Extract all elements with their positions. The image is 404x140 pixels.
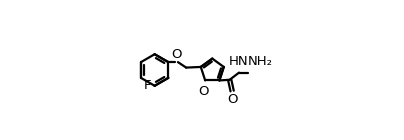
Text: O: O	[227, 93, 238, 106]
Text: F: F	[144, 79, 151, 92]
Text: O: O	[199, 85, 209, 98]
Text: NH₂: NH₂	[248, 55, 273, 68]
Text: O: O	[171, 48, 181, 61]
Text: HN: HN	[229, 55, 248, 68]
